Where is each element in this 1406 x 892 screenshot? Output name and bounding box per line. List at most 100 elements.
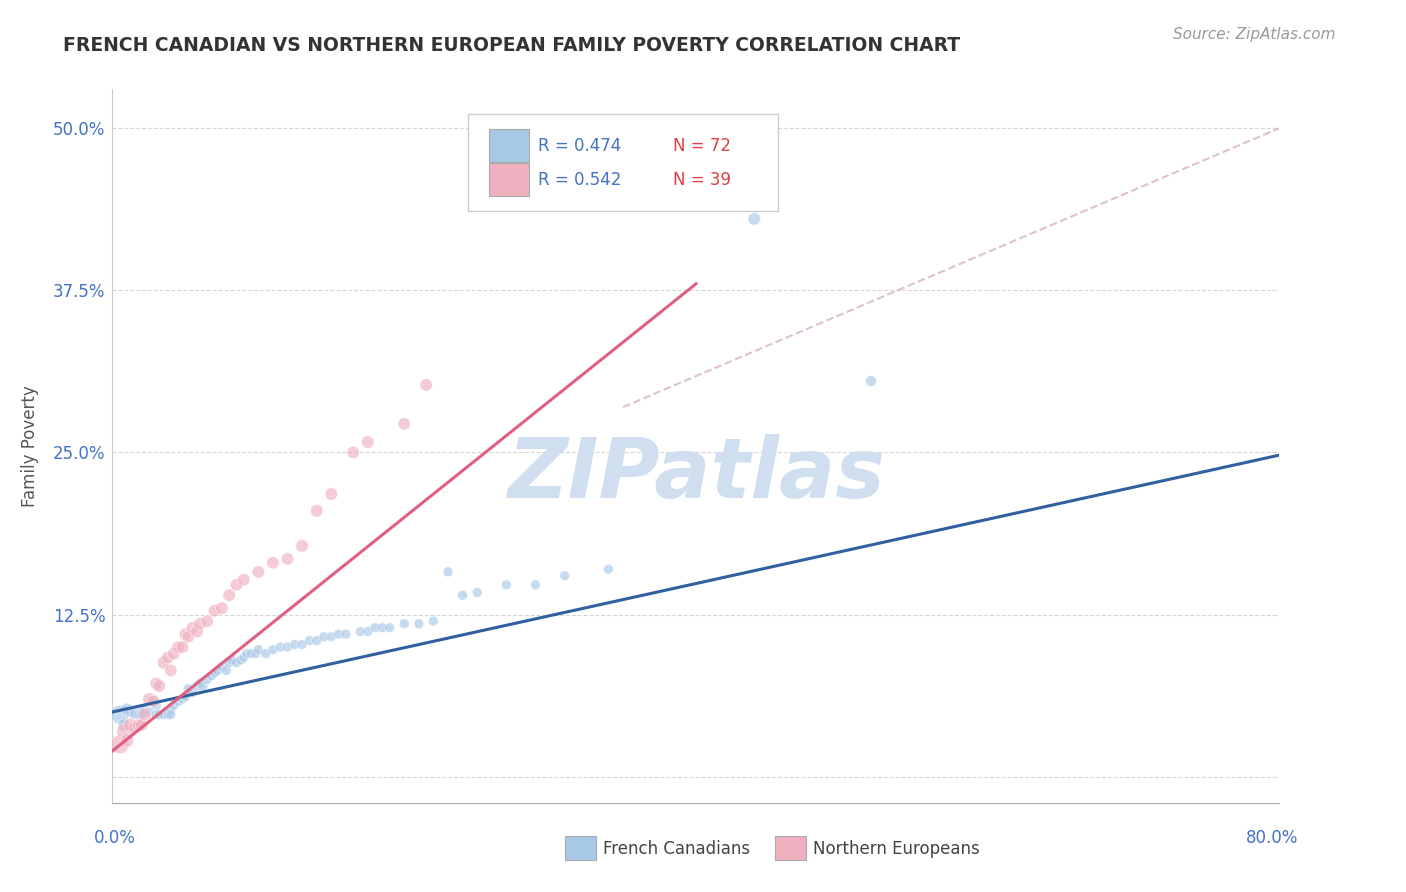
Point (451, 588, 474, 602)
Point (254, 647, 277, 661)
FancyBboxPatch shape (775, 836, 806, 860)
Point (195, 614, 218, 628)
Point (108, 707, 131, 722)
Point (269, 640, 291, 654)
Point (131, 707, 153, 722)
Point (112, 724, 135, 739)
Point (160, 702, 183, 716)
Point (128, 707, 150, 722)
Point (156, 707, 179, 722)
Point (335, 627, 357, 641)
Point (112, 718, 135, 732)
Point (305, 504, 328, 518)
Point (177, 681, 200, 696)
Point (218, 656, 240, 670)
Point (201, 668, 224, 682)
FancyBboxPatch shape (489, 163, 529, 196)
Point (422, 614, 444, 628)
Point (524, 578, 547, 592)
Point (172, 640, 194, 654)
Point (291, 638, 314, 652)
Point (174, 690, 197, 704)
Point (174, 627, 197, 641)
Point (262, 642, 284, 657)
Point (181, 685, 204, 699)
Point (156, 650, 179, 665)
Point (138, 705, 160, 719)
Point (181, 621, 204, 635)
Point (276, 552, 298, 566)
Point (229, 653, 252, 667)
Point (108, 738, 131, 752)
Point (124, 707, 146, 722)
FancyBboxPatch shape (565, 836, 596, 860)
Point (215, 664, 238, 678)
Text: N = 39: N = 39 (672, 171, 731, 189)
Point (118, 705, 141, 719)
Point (349, 624, 371, 639)
Point (247, 642, 270, 657)
Point (357, 624, 380, 639)
Point (225, 656, 247, 670)
Point (408, 616, 430, 631)
Point (115, 733, 138, 747)
Point (152, 707, 174, 722)
Point (142, 695, 165, 709)
Text: French Canadians: French Canadians (603, 840, 749, 858)
FancyBboxPatch shape (468, 114, 778, 211)
FancyBboxPatch shape (489, 129, 529, 162)
Point (221, 653, 243, 667)
Point (495, 578, 517, 592)
Point (742, 211, 765, 226)
Point (152, 656, 174, 670)
Point (465, 585, 488, 599)
Point (235, 647, 257, 661)
Point (138, 692, 160, 706)
Point (131, 718, 153, 732)
Point (186, 624, 208, 639)
Point (163, 647, 186, 661)
Point (204, 604, 226, 618)
Point (172, 692, 194, 706)
Point (177, 630, 200, 644)
Point (245, 647, 267, 661)
Point (167, 640, 190, 654)
Text: Northern Europeans: Northern Europeans (813, 840, 980, 858)
Text: R = 0.542: R = 0.542 (538, 171, 621, 189)
Text: 80.0%: 80.0% (1246, 829, 1299, 847)
Point (131, 705, 153, 719)
Point (232, 650, 254, 665)
Text: ZIPatlas: ZIPatlas (508, 434, 884, 515)
Text: N = 72: N = 72 (672, 136, 731, 154)
Point (364, 621, 387, 635)
Point (160, 707, 183, 722)
Point (321, 630, 343, 644)
Point (145, 707, 167, 722)
Point (860, 374, 883, 388)
Point (148, 707, 170, 722)
Point (142, 692, 165, 706)
Point (188, 676, 211, 690)
Point (195, 673, 218, 687)
Point (415, 378, 437, 392)
Point (342, 445, 364, 459)
Point (305, 633, 328, 648)
Point (225, 578, 247, 592)
Point (124, 705, 146, 719)
Point (276, 640, 298, 654)
Point (148, 679, 170, 693)
Point (186, 679, 208, 693)
Point (394, 417, 416, 431)
Point (218, 588, 240, 602)
Point (321, 487, 343, 501)
Point (118, 718, 141, 732)
Point (115, 702, 138, 716)
Point (160, 664, 183, 678)
Point (145, 698, 167, 713)
Point (247, 565, 270, 579)
Point (262, 556, 284, 570)
Text: R = 0.474: R = 0.474 (538, 136, 621, 154)
Point (145, 676, 167, 690)
Text: FRENCH CANADIAN VS NORTHERN EUROPEAN FAMILY POVERTY CORRELATION CHART: FRENCH CANADIAN VS NORTHERN EUROPEAN FAM… (63, 36, 960, 54)
Text: 0.0%: 0.0% (94, 829, 136, 847)
